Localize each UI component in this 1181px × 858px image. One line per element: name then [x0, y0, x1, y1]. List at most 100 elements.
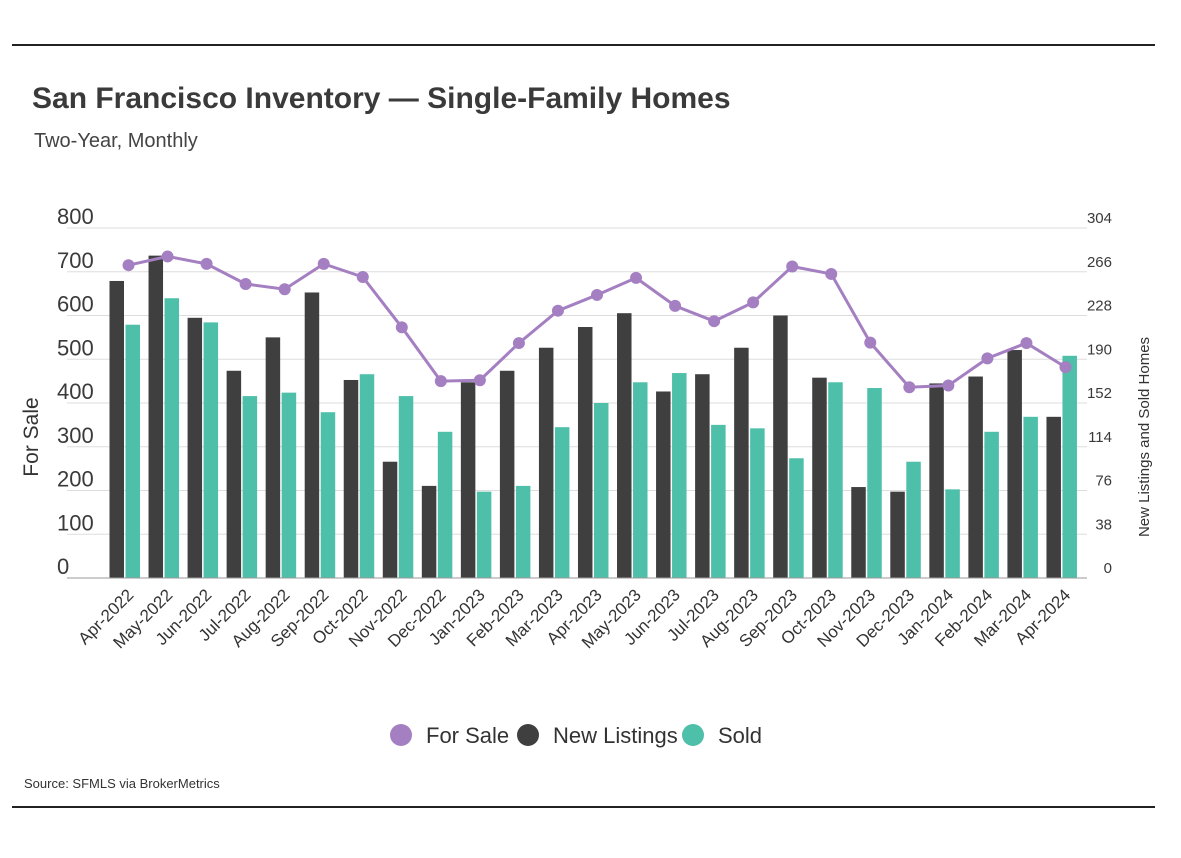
sold-bar — [242, 396, 258, 578]
y-right-axis-title: New Listings and Sold Homes — [1136, 337, 1153, 537]
for-sale-point — [864, 336, 877, 349]
legend: For Sale New Listings Sold — [390, 723, 762, 748]
sold-bar — [906, 461, 921, 578]
bars — [109, 255, 1077, 578]
for-sale-point — [317, 257, 330, 270]
for-sale-line — [122, 250, 1072, 394]
sold-bar — [789, 458, 804, 578]
new-listings-bar — [577, 327, 593, 578]
for-sale-point — [200, 257, 213, 270]
sold-bar — [672, 373, 687, 578]
new-listings-bar — [968, 376, 983, 578]
sold-bar — [1023, 416, 1038, 578]
legend-marker — [390, 724, 412, 746]
new-listings-bar — [890, 491, 905, 578]
new-listings-bar — [382, 461, 398, 578]
y-left-axis-title: For Sale — [20, 397, 43, 476]
for-sale-point — [903, 381, 916, 394]
for-sale-point — [1020, 337, 1033, 350]
new-listings-bar — [734, 347, 749, 578]
sold-bar — [515, 485, 531, 578]
for-sale-point — [669, 299, 682, 312]
sold-bar — [437, 431, 453, 578]
y-right-tick-label: 152 — [1087, 385, 1112, 402]
for-sale-point — [395, 321, 408, 334]
for-sale-point — [278, 283, 291, 296]
legend-label: Sold — [718, 723, 762, 748]
new-listings-bar — [929, 383, 944, 578]
sold-bar — [164, 298, 180, 578]
sold-bar — [125, 324, 140, 578]
y-right-tick-label: 190 — [1087, 341, 1112, 358]
new-listings-bar — [265, 337, 281, 578]
new-listings-bar — [695, 374, 710, 578]
new-listings-bar — [187, 317, 203, 578]
y-left-tick-label: 700 — [57, 248, 94, 273]
legend-label: For Sale — [426, 723, 509, 748]
y-left-tick-label: 300 — [57, 423, 94, 448]
for-sale-point — [239, 278, 252, 290]
chart-title: San Francisco Inventory — Single-Family … — [32, 82, 731, 115]
new-listings-bar — [1007, 350, 1022, 578]
for-sale-point — [825, 267, 838, 280]
for-sale-point — [512, 337, 525, 350]
for-sale-point — [356, 271, 369, 283]
legend-marker — [682, 724, 704, 746]
sold-bar — [554, 427, 570, 578]
sold-bar — [359, 374, 375, 578]
for-sale-point — [1059, 361, 1072, 374]
sold-bar — [203, 322, 219, 578]
y-right-tick-label: 114 — [1088, 429, 1112, 446]
new-listings-bar — [109, 280, 124, 578]
new-listings-bar — [421, 485, 437, 578]
for-sale-point — [708, 315, 721, 328]
for-sale-point — [942, 379, 955, 392]
sold-bar — [1062, 355, 1077, 578]
for-sale-point — [630, 271, 643, 284]
new-listings-bar — [148, 255, 164, 578]
for-sale-point — [981, 352, 994, 365]
y-left-tick-label: 500 — [57, 335, 94, 360]
new-listings-bar — [343, 379, 359, 578]
new-listings-bar — [499, 370, 515, 578]
new-listings-bar — [773, 315, 788, 578]
new-listings-bar — [851, 487, 866, 578]
sold-bar — [320, 412, 336, 578]
y-left-tick-label: 400 — [57, 379, 94, 404]
new-listings-bar — [617, 313, 632, 578]
for-sale-point — [122, 259, 135, 272]
y-right-tick-label: 76 — [1095, 473, 1112, 490]
for-sale-point — [161, 250, 174, 263]
for-sale-point — [591, 288, 603, 301]
y-right-tick-label: 228 — [1087, 298, 1112, 315]
legend-label: New Listings — [553, 723, 678, 748]
for-sale-point — [434, 375, 447, 388]
top-rule — [12, 44, 1155, 46]
new-listings-bar — [1046, 416, 1061, 578]
y-right-tick-label: 38 — [1095, 516, 1112, 533]
new-listings-bar — [812, 377, 827, 578]
sold-bar — [867, 388, 882, 578]
for-sale-point — [473, 374, 486, 387]
sold-bar — [398, 396, 414, 578]
sold-bar — [750, 428, 765, 578]
sold-bar — [281, 392, 297, 578]
for-sale-point — [551, 304, 564, 317]
new-listings-bar — [460, 382, 476, 578]
source-note: Source: SFMLS via BrokerMetrics — [24, 776, 220, 791]
y-left-tick-label: 0 — [57, 554, 69, 579]
y-left-tick-label: 600 — [57, 292, 94, 317]
y-left-tick-label: 200 — [57, 467, 94, 492]
y-left-tick-label: 100 — [57, 510, 94, 535]
sold-bar — [593, 403, 609, 578]
legend-marker — [517, 724, 539, 746]
for-sale-point — [747, 296, 760, 309]
sold-bar — [945, 489, 960, 578]
y-right-tick-label: 266 — [1087, 254, 1112, 271]
sold-bar — [633, 382, 648, 578]
chart-subtitle: Two-Year, Monthly — [34, 130, 198, 152]
y-right-tick-label: 0 — [1104, 560, 1112, 577]
sold-bar — [711, 424, 726, 578]
